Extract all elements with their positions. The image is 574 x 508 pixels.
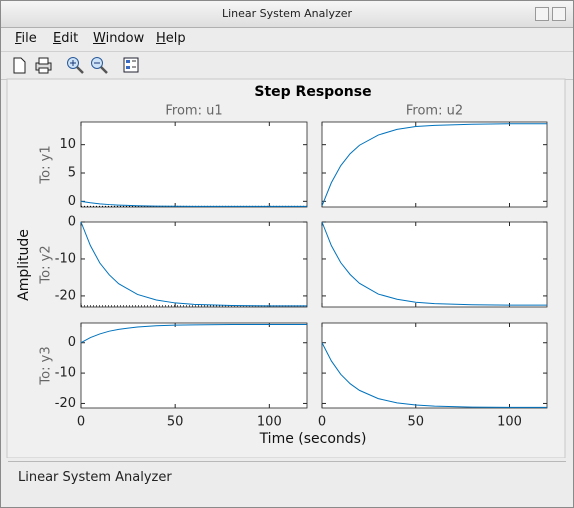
menu-item[interactable]: File [15, 31, 37, 46]
y-tick-label: 10 [59, 137, 76, 152]
column-title: From: u1 [165, 104, 222, 119]
plot-config-button[interactable] [121, 55, 141, 75]
x-tick-label: 0 [318, 415, 326, 430]
axes [321, 221, 548, 308]
status-bar: Linear System Analyzer [8, 461, 566, 492]
menu-bar: File Edit Window Help [1, 28, 573, 50]
response-line [321, 123, 547, 207]
x-tick-label: 50 [407, 415, 424, 430]
x-axis-label: Time (seconds) [259, 431, 367, 447]
menu-item[interactable]: Help [156, 31, 186, 46]
new-button[interactable] [9, 55, 29, 75]
minimize-button[interactable] [535, 7, 549, 21]
column-title: From: u2 [406, 104, 463, 119]
y-tick-label: -20 [55, 288, 76, 303]
y-tick-label: 0 [68, 194, 76, 209]
row-title: To: y3 [39, 346, 54, 385]
menu-item[interactable]: Window [93, 31, 145, 46]
response-line [80, 221, 307, 307]
response-line [80, 324, 307, 344]
y-tick-label: 0 [68, 215, 76, 230]
axes [80, 322, 308, 409]
chart-title: Step Response [254, 84, 371, 100]
title-bar: Linear System Analyzer [1, 1, 573, 28]
axes [80, 221, 308, 308]
response-line [321, 342, 547, 408]
x-tick-label: 100 [497, 415, 522, 430]
y-tick-label: -10 [55, 251, 76, 266]
x-tick-label: 0 [77, 415, 85, 430]
menu-item[interactable]: Edit [53, 31, 79, 46]
x-tick-label: 50 [167, 415, 184, 430]
y-tick-label: -10 [55, 366, 76, 381]
axes [321, 121, 548, 208]
y-tick-label: 5 [68, 166, 76, 181]
status-text: Linear System Analyzer [18, 470, 172, 485]
response-line [321, 221, 547, 306]
y-tick-label: 0 [68, 335, 76, 350]
row-title: To: y1 [39, 145, 54, 184]
response-line [80, 200, 307, 207]
axes [80, 121, 308, 208]
chart: Step Response Time (seconds) Amplitude F… [6, 78, 566, 458]
print-button[interactable] [33, 55, 53, 75]
y-axis-label: Amplitude [16, 229, 32, 301]
zoom-in-button[interactable] [65, 55, 85, 75]
window-title: Linear System Analyzer [221, 7, 353, 20]
close-button[interactable] [552, 7, 566, 21]
zoom-out-button[interactable] [89, 55, 109, 75]
axes [321, 322, 548, 409]
x-tick-label: 100 [257, 415, 282, 430]
y-tick-label: -20 [55, 396, 76, 411]
row-title: To: y2 [39, 245, 54, 284]
